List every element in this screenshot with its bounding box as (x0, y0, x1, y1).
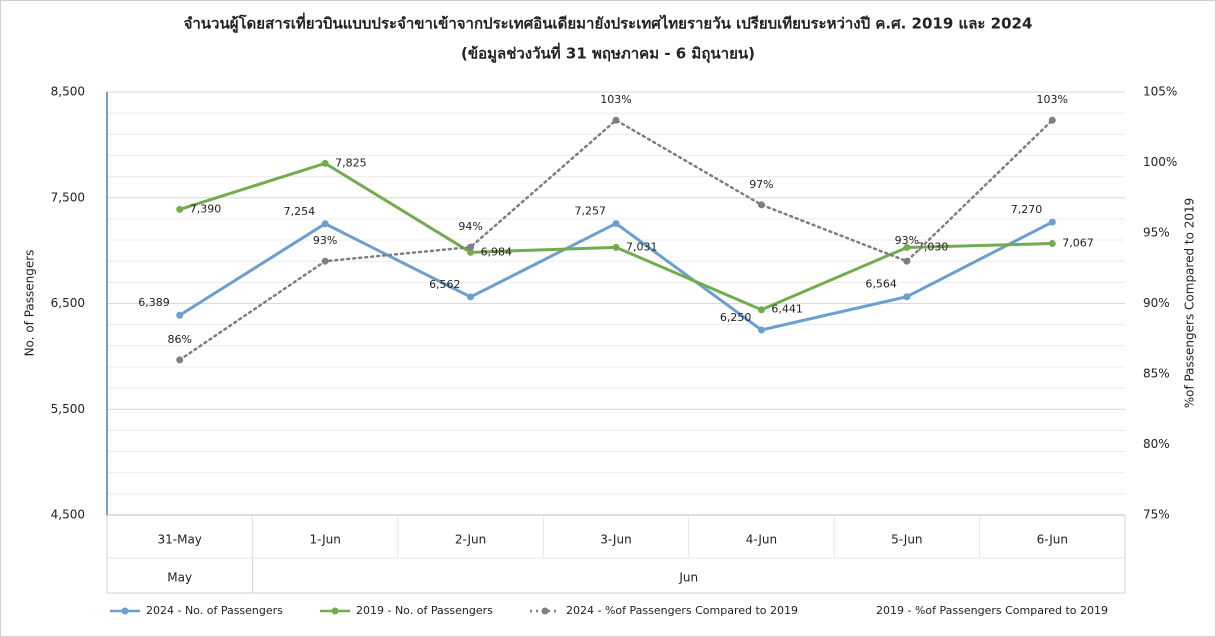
data-point (903, 293, 911, 301)
data-point (467, 243, 475, 251)
y2-tick-label: 75% (1143, 508, 1170, 522)
y-tick-label: 7,500 (51, 190, 85, 204)
data-point (321, 220, 329, 228)
data-point (612, 219, 620, 227)
data-point (757, 201, 765, 209)
chart-subtitle: (ข้อมูลช่วงวันที่ 31 พฤษภาคม - 6 มิถุนาย… (461, 43, 755, 64)
data-label: 6,562 (429, 278, 461, 291)
data-point (321, 159, 329, 167)
data-point (903, 257, 911, 265)
y-tick-label: 4,500 (51, 508, 85, 522)
legend-label: 2019 - No. of Passengers (356, 604, 493, 617)
data-label: 7,270 (1011, 203, 1043, 216)
x-tick-label: 2-Jun (455, 533, 486, 547)
data-label: 7,825 (335, 156, 367, 169)
legend-label: 2024 - No. of Passengers (146, 604, 283, 617)
data-point (467, 248, 475, 256)
data-label: 86% (167, 333, 191, 346)
data-label: 6,564 (865, 278, 897, 291)
legend-marker (121, 607, 129, 615)
data-label: 93% (313, 234, 337, 247)
chart-title: จำนวนผู้โดยสารเที่ยวบินแบบประจำขาเข้าจาก… (184, 13, 1033, 34)
data-label: 6,984 (481, 245, 512, 258)
data-label: 7,067 (1062, 237, 1094, 250)
data-label: 93% (895, 234, 919, 247)
data-point (757, 306, 765, 314)
y2-axis-title: %of Passengers Compared to 2019 (1183, 198, 1197, 409)
legend-label: 2019 - %of Passengers Compared to 2019 (876, 604, 1108, 617)
data-label: 94% (458, 220, 482, 233)
data-point (467, 293, 475, 301)
y2-tick-label: 105% (1143, 85, 1177, 99)
data-point (1048, 240, 1056, 248)
x-tick-label: 4-Jun (746, 533, 777, 547)
x-group-label: May (167, 571, 192, 585)
data-label: 6,441 (771, 303, 803, 316)
legend-marker (331, 607, 339, 615)
y2-tick-label: 80% (1143, 437, 1170, 451)
data-point (321, 257, 329, 265)
data-point (1048, 116, 1056, 124)
y-axis-title: No. of Passengers (23, 250, 37, 357)
y2-tick-label: 85% (1143, 367, 1170, 381)
data-point (1048, 218, 1056, 226)
x-tick-label: 3-Jun (600, 533, 631, 547)
x-tick-label: 5-Jun (891, 533, 922, 547)
data-label: 97% (749, 178, 773, 191)
y2-tick-label: 90% (1143, 296, 1170, 310)
data-label: 7,031 (626, 240, 658, 253)
data-label: 7,254 (284, 205, 316, 218)
x-tick-label: 31-May (158, 533, 202, 547)
data-point (176, 311, 184, 319)
data-point (176, 356, 184, 364)
data-point (176, 205, 184, 213)
data-label: 7,257 (575, 204, 607, 217)
data-point (612, 116, 620, 124)
y-tick-label: 6,500 (51, 296, 85, 310)
data-point (612, 243, 620, 251)
legend-marker (541, 607, 549, 615)
x-tick-label: 1-Jun (309, 533, 340, 547)
data-point (903, 243, 911, 251)
data-label: 103% (600, 93, 631, 106)
y-tick-label: 8,500 (51, 85, 85, 99)
data-label: 6,389 (138, 296, 170, 309)
data-label: 7,390 (190, 202, 222, 215)
data-label: 6,250 (720, 311, 752, 324)
y2-tick-label: 95% (1143, 226, 1170, 240)
legend-label: 2024 - %of Passengers Compared to 2019 (566, 604, 798, 617)
x-group-label: Jun (678, 571, 698, 585)
data-point (757, 326, 765, 334)
data-label: 103% (1037, 93, 1068, 106)
x-tick-label: 6-Jun (1037, 533, 1068, 547)
y2-tick-label: 100% (1143, 155, 1177, 169)
y-tick-label: 5,500 (51, 402, 85, 416)
